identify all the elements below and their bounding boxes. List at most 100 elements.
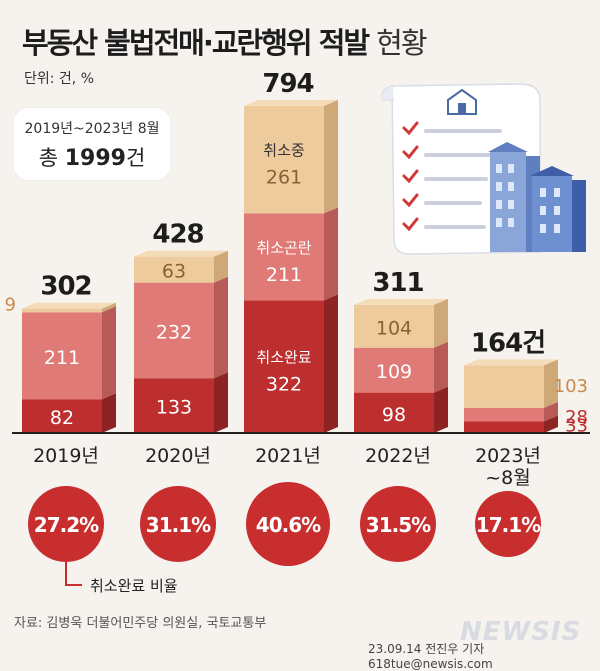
total-label: 164건 — [471, 328, 545, 358]
bar-segment-side — [324, 294, 338, 433]
rate-label: 31.1% — [146, 513, 211, 537]
bar-segment — [354, 392, 434, 433]
rate-label: 40.6% — [256, 513, 321, 537]
rate-circle — [140, 486, 216, 562]
bar-segment — [134, 378, 214, 433]
x-tick-label: 2021년 — [255, 445, 321, 467]
bar-top-face — [22, 302, 116, 309]
data-label: 98 — [382, 404, 406, 426]
bar-segment-side — [434, 386, 448, 433]
bar-stack-0: 82 211 9 302 — [5, 272, 116, 433]
data-label: 104 — [376, 317, 412, 339]
title-sub: 현황 — [376, 26, 427, 60]
credit-text: 23.09.14 전진우 기자 618tue@newsis.com — [368, 642, 493, 671]
data-label: 211 — [44, 347, 80, 369]
bars-group: 82 211 9 302 133 232 63 428 취소완료 322 취소곤란 211 취소중 261… — [5, 69, 588, 437]
total-label: 302 — [40, 272, 91, 302]
rate-label: 31.5% — [366, 513, 431, 537]
legend-label: 취소완료 비율 — [90, 577, 178, 595]
bar-segment-side — [102, 306, 116, 400]
bar-segment — [244, 105, 324, 214]
bar-segment-side — [544, 415, 558, 433]
bar-segment — [354, 304, 434, 348]
total-value: 1999 — [64, 146, 126, 171]
bar-segment-side — [324, 99, 338, 214]
bar-segment — [354, 347, 434, 393]
x-tick-label: 2023년 — [475, 445, 541, 467]
total-label: 311 — [372, 268, 423, 298]
segment-name-label: 취소중 — [263, 142, 304, 160]
legend-connector — [65, 545, 82, 586]
bar-segment — [464, 365, 544, 408]
bar-segment-side — [434, 341, 448, 393]
segment-name-label: 취소곤란 — [256, 239, 311, 257]
bar-segment — [134, 282, 214, 379]
document-building-illustration — [381, 83, 586, 255]
data-label: 322 — [266, 374, 302, 396]
rate-circle — [360, 486, 436, 562]
bar-segment-side — [544, 359, 558, 408]
rate-circles: 27.2% 31.1% 40.6% 31.5% 17.1% — [28, 482, 542, 566]
x-tick-label: 2019년 — [33, 445, 99, 467]
data-label: 82 — [50, 407, 74, 429]
rate-label: 27.2% — [34, 513, 99, 537]
total-prefix: 총 — [38, 146, 65, 170]
bar-top-face — [354, 298, 448, 305]
bar-segment — [244, 300, 324, 433]
bar-segment-side — [214, 250, 228, 283]
x-tick-label: 2022년 — [365, 445, 431, 467]
x-tick-label: 2020년 — [145, 445, 211, 467]
unit-label: 단위: 건, % — [24, 71, 95, 87]
rate-label: 17.1% — [476, 513, 541, 537]
bar-stack-2: 취소완료 322 취소곤란 211 취소중 261 794 — [244, 69, 338, 433]
period-total: 총 1999건 — [14, 142, 170, 172]
x-tick-label: ~8월 — [485, 467, 531, 489]
period-range: 2019년~2023년 8월 — [24, 121, 160, 137]
bar-top-face — [134, 250, 228, 257]
rate-circle — [475, 491, 541, 557]
total-label: 428 — [152, 220, 203, 250]
bar-segment-side — [434, 298, 448, 348]
bar-top-face — [244, 99, 338, 106]
bar-segment — [22, 399, 102, 433]
bar-segment — [464, 421, 544, 433]
bar-stack-1: 133 232 63 428 — [134, 220, 228, 433]
bar-top-face — [464, 359, 558, 366]
bar-segment-side — [544, 401, 558, 422]
newsis-watermark: NEWSIS — [460, 617, 581, 647]
segment-name-label: 취소완료 — [256, 349, 311, 367]
bar-segment — [134, 256, 214, 283]
rate-circle — [246, 482, 330, 566]
data-label: 109 — [376, 361, 412, 383]
data-label: 63 — [162, 261, 186, 283]
data-label: 232 — [156, 321, 192, 343]
source-text: 자료: 김병욱 더불어민주당 의원실, 국토교통부 — [14, 616, 267, 631]
data-label: 133 — [156, 397, 192, 419]
bar-segment-side — [324, 207, 338, 301]
data-label: 211 — [266, 264, 302, 286]
data-label: 103 — [554, 376, 588, 397]
period-summary-box: 2019년~2023년 8월 총 1999건 — [14, 108, 170, 180]
data-label: 33 — [565, 415, 588, 436]
bar-segment-side — [214, 276, 228, 379]
bar-segment — [244, 213, 324, 301]
total-suffix: 건 — [125, 146, 146, 170]
bar-stack-3: 98 109 104 311 — [354, 268, 448, 433]
chart-title: 부동산 불법전매·교란행위 적발 현황 — [22, 20, 428, 62]
bar-segment-side — [102, 302, 116, 313]
bar-segment-side — [102, 393, 116, 433]
bar-segment-side — [214, 372, 228, 433]
bar-segment — [22, 308, 102, 313]
data-label: 261 — [266, 167, 302, 189]
rate-circle — [28, 486, 104, 562]
total-label: 794 — [262, 69, 313, 99]
x-axis-labels: 2019년 2020년 2021년 2022년 2023년~8월 — [33, 445, 541, 489]
data-label: 9 — [5, 295, 16, 316]
data-label: 28 — [565, 407, 588, 428]
bar-segment — [22, 312, 102, 400]
svg-text:NEWSIS: NEWSIS — [460, 617, 581, 647]
bar-segment — [464, 407, 544, 422]
title-main: 부동산 불법전매·교란행위 적발 — [22, 26, 370, 60]
